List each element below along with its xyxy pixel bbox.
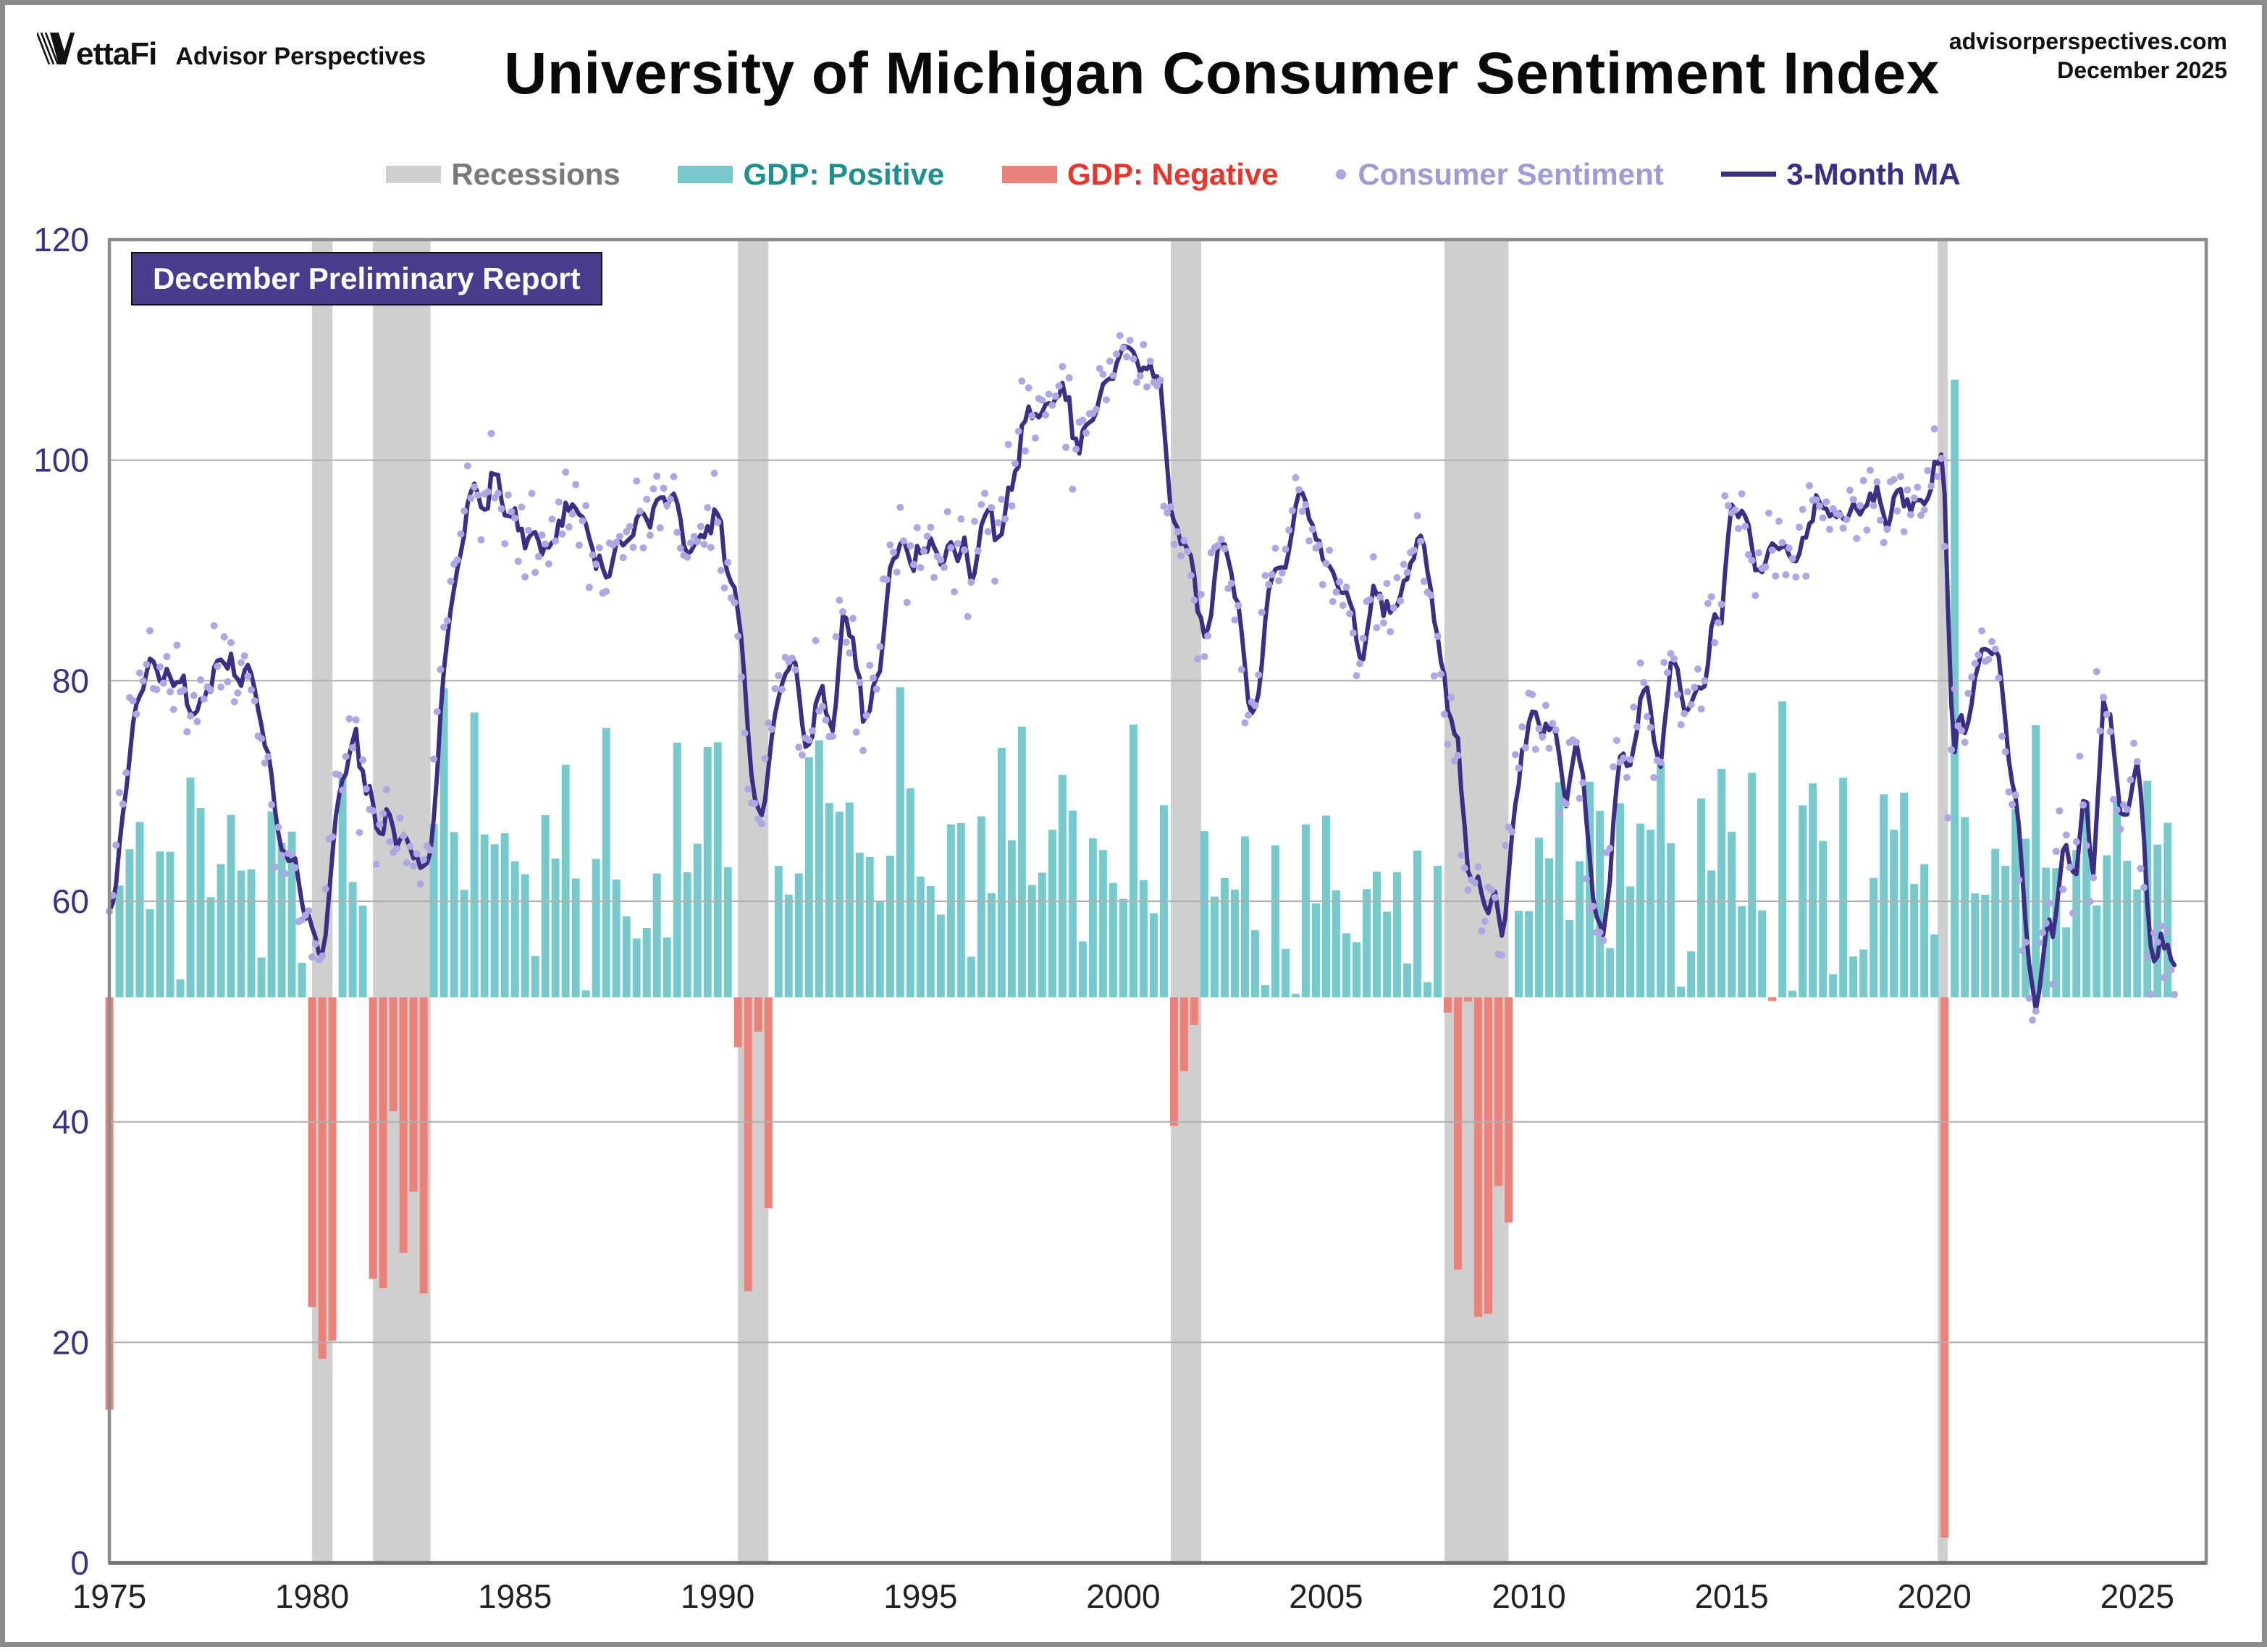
svg-text:40: 40 — [52, 1103, 89, 1141]
svg-text:2000: 2000 — [1086, 1577, 1160, 1615]
svg-text:80: 80 — [52, 662, 89, 699]
svg-text:60: 60 — [52, 882, 89, 920]
svg-text:2010: 2010 — [1492, 1577, 1565, 1615]
svg-text:20: 20 — [52, 1323, 89, 1361]
svg-text:2005: 2005 — [1289, 1577, 1363, 1615]
svg-text:100: 100 — [33, 442, 89, 479]
svg-text:2025: 2025 — [2100, 1577, 2174, 1615]
svg-text:1995: 1995 — [883, 1577, 957, 1615]
svg-text:0: 0 — [70, 1544, 89, 1582]
svg-text:1990: 1990 — [681, 1577, 754, 1615]
svg-text:1980: 1980 — [275, 1577, 349, 1615]
svg-text:2020: 2020 — [1898, 1577, 1972, 1615]
svg-text:120: 120 — [33, 221, 89, 258]
svg-text:1985: 1985 — [478, 1577, 552, 1615]
svg-text:1975: 1975 — [72, 1577, 146, 1615]
svg-text:2015: 2015 — [1694, 1577, 1768, 1615]
